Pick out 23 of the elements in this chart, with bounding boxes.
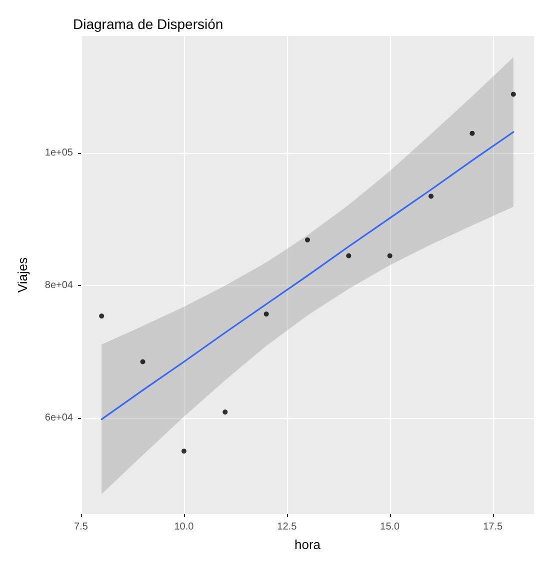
x-axis-title: hora [294,537,322,552]
y-axis-title: Viajes [15,256,30,293]
point [99,314,104,319]
point [305,237,310,242]
x-tick-label: 10.0 [174,522,194,532]
chart-title: Diagrama de Dispersión [73,16,224,32]
x-tick-label: 15.0 [380,522,400,532]
point [222,410,228,415]
point [387,253,392,258]
point [264,312,269,317]
point [140,359,146,364]
y-tick-label: 8e+04 [44,280,74,292]
point [181,448,186,454]
point [470,130,475,136]
y-tick-label: 1e+05 [44,148,74,159]
line-series [100,131,514,420]
point [428,194,434,199]
point [510,92,516,97]
y-tick-label: 6e+04 [44,412,74,424]
x-tick-label: 7.5 [74,522,88,532]
point [346,253,352,258]
x-tick-label: 17.5 [483,522,503,532]
x-tick-label: 12.5 [277,522,298,532]
